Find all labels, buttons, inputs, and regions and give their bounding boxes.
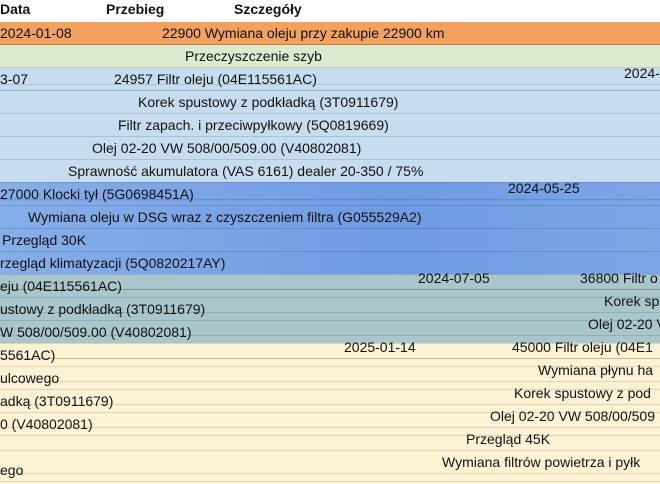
row-divider [0, 412, 660, 413]
row-divider [0, 274, 660, 275]
row-divider [0, 481, 660, 482]
table-cell[interactable]: W 508/00/509.00 (V40802081) [0, 324, 192, 340]
table-cell[interactable]: 45000 Filtr oleju (04E1 [512, 339, 653, 355]
column-header-date[interactable]: Data [0, 1, 31, 17]
row-divider [0, 320, 660, 321]
row-divider [0, 90, 660, 91]
table-cell[interactable]: Korek spustowy z pod [514, 385, 651, 401]
table-cell[interactable]: Korek spustowy z podkładką (3T0911679) [138, 94, 399, 110]
table-cell[interactable]: Wymiana oleju w DSG wraz z czyszczeniem … [28, 209, 422, 225]
row-divider [0, 473, 660, 474]
row-divider [0, 389, 660, 390]
row-divider [0, 450, 660, 451]
row-divider [0, 381, 660, 382]
table-cell[interactable]: 5561AC) [0, 347, 56, 363]
column-header-details[interactable]: Szczegóły [234, 1, 302, 17]
row-band-green [0, 45, 660, 68]
row-divider [0, 228, 660, 229]
table-cell[interactable]: eju (04E115561AC) [0, 278, 122, 294]
table-cell[interactable]: Korek sp [604, 293, 660, 309]
table-cell[interactable]: Olej 02-20 VW 508/00/509 [490, 408, 655, 424]
row-divider [0, 90, 660, 91]
row-divider [0, 84, 660, 85]
row-divider [0, 297, 660, 298]
table-cell[interactable]: Przegląd 30K [2, 232, 87, 248]
row-band-blue [0, 182, 660, 274]
table-cell[interactable]: Olej 02-20 VW 508/00/509.00 (V40802081) [92, 140, 362, 156]
table-cell[interactable]: Przeczyszczenie szyb [185, 48, 322, 64]
row-divider [0, 159, 660, 160]
table-cell[interactable]: 36800 Filtr o [580, 270, 658, 286]
row-divider [0, 427, 660, 428]
table-cell[interactable]: rzegląd klimatyzacji (5Q0820217AY) [0, 255, 226, 271]
row-divider [0, 67, 660, 68]
row-divider [0, 205, 660, 206]
table-cell[interactable]: 2025-01-14 [344, 339, 416, 355]
row-divider [0, 343, 660, 344]
table-cell[interactable]: 0 (V40802081) [0, 416, 93, 432]
column-header-mileage[interactable]: Przebieg [106, 1, 165, 17]
row-divider [0, 251, 660, 252]
row-divider [0, 404, 660, 405]
row-divider [0, 358, 660, 359]
table-cell[interactable]: 27000 Klocki tył (5G0698451A) [0, 186, 194, 202]
row-divider [0, 136, 660, 137]
row-divider [0, 44, 660, 45]
table-cell[interactable]: ulcowego [0, 370, 60, 386]
header-row: Data Przebieg Szczegóły [0, 0, 660, 22]
table-cell[interactable]: ego [0, 462, 24, 478]
table-cell[interactable]: Filtr zapach. i przeciwpyłkowy (5Q081966… [118, 117, 389, 133]
row-band-lightblue [0, 68, 660, 182]
row-divider [0, 199, 660, 200]
row-divider [0, 289, 660, 290]
row-divider [0, 435, 660, 436]
table-cell[interactable]: 2024- [624, 65, 660, 81]
table-cell[interactable]: 3-07 [0, 71, 29, 87]
row-divider [0, 358, 660, 359]
table-cell[interactable]: 22900 Wymiana oleju przy zakupie 22900 k… [162, 25, 445, 41]
row-divider [0, 113, 660, 114]
row-divider [0, 44, 660, 45]
table-cell[interactable]: Olej 02-20 V [588, 316, 660, 332]
table-cell[interactable]: adką (3T0911679) [0, 393, 114, 409]
table-cell[interactable]: Sprawność akumulatora (VAS 6161) dealer … [68, 163, 424, 179]
row-divider [0, 289, 660, 290]
row-band-cream [0, 343, 660, 484]
table-cell[interactable]: 2024-05-25 [508, 180, 580, 196]
row-divider [0, 366, 660, 367]
table-cell[interactable]: ustowy z podkładką (3T0911679) [0, 301, 206, 317]
row-band-teal [0, 274, 660, 343]
table-cell[interactable]: 2024-07-05 [418, 270, 490, 286]
row-band-orange [0, 22, 660, 45]
table-cell[interactable]: Wymiana płynu ha [538, 362, 654, 378]
table-cell[interactable]: Przegląd 45K [466, 431, 551, 447]
table-cell[interactable]: 24957 Filtr oleju (04E115561AC) [114, 71, 317, 87]
table-cell[interactable]: 2024-01-08 [0, 25, 72, 41]
row-divider [0, 182, 660, 183]
table-cell[interactable]: Wymiana filtrów powietrza i pyłk [442, 454, 641, 470]
row-divider [0, 335, 660, 336]
row-divider [0, 312, 660, 313]
